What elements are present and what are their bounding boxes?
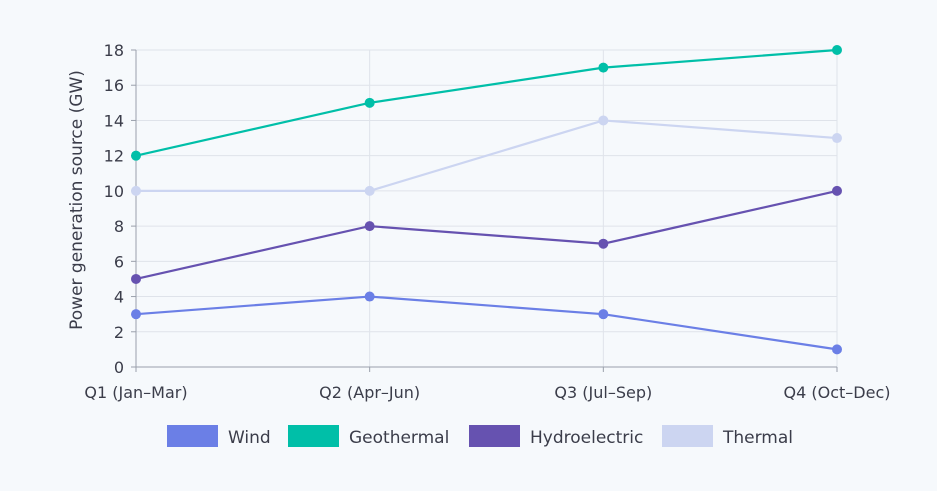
y-tick-label: 10 [104, 182, 124, 201]
data-point-wind [832, 344, 842, 355]
series-line-wind [135, 295, 838, 351]
data-point-geothermal [598, 62, 609, 73]
series-line-thermal [136, 119, 838, 192]
legend-label-wind[interactable]: Wind [228, 428, 271, 448]
data-point-geothermal [364, 97, 375, 108]
y-tick-label: 12 [104, 147, 124, 166]
legend-label-hydroelectric[interactable]: Hydroelectric [530, 428, 643, 448]
y-tick-label: 14 [104, 111, 124, 130]
y-axis-title: Power generation source (GW) [67, 70, 87, 330]
y-tick-label: 4 [114, 288, 124, 307]
y-tick-label: 18 [104, 41, 124, 60]
data-point-thermal [131, 185, 141, 196]
legend-label-geothermal[interactable]: Geothermal [349, 428, 449, 448]
y-tick-label: 6 [114, 252, 124, 271]
y-tick-label: 0 [114, 358, 124, 377]
data-point-thermal [832, 133, 842, 144]
legend-swatch-wind[interactable] [167, 425, 218, 447]
series-line-hydroelectric [135, 189, 838, 281]
data-point-hydroelectric [364, 221, 375, 232]
x-tick-label: Q3 (Jul–Sep) [554, 383, 652, 402]
x-tick-label: Q4 (Oct–Dec) [784, 383, 891, 402]
y-tick-label: 8 [114, 217, 124, 236]
legend: Wind Geothermal Hydroelectric Thermal [167, 425, 793, 448]
y-tick-label: 16 [104, 76, 124, 95]
data-point-hydroelectric [832, 185, 842, 196]
legend-swatch-thermal[interactable] [662, 425, 713, 447]
x-tick-label: Q1 (Jan–Mar) [84, 383, 187, 402]
y-tick-labels: 0 2 4 6 8 10 12 14 16 18 [104, 41, 124, 377]
x-tick-labels: Q1 (Jan–Mar) Q2 (Apr–Jun) Q3 (Jul–Sep) Q4 (… [84, 383, 890, 402]
data-point-thermal [364, 185, 375, 196]
y-tick-label: 2 [114, 323, 124, 342]
data-point-geothermal [131, 150, 141, 161]
legend-swatch-hydroelectric[interactable] [469, 425, 520, 447]
grid-lines [136, 49, 838, 367]
data-point-geothermal [832, 45, 842, 55]
axes [131, 49, 838, 372]
data-point-hydroelectric [131, 273, 141, 284]
data-point-wind [131, 309, 141, 320]
series-group [131, 45, 842, 355]
legend-swatch-geothermal[interactable] [288, 425, 339, 447]
legend-label-thermal[interactable]: Thermal [722, 428, 793, 448]
data-point-thermal [598, 115, 609, 126]
series-line-geothermal [135, 48, 838, 157]
data-point-wind [364, 291, 375, 302]
x-tick-label: Q2 (Apr–Jun) [319, 383, 420, 402]
data-point-wind [598, 309, 609, 320]
data-point-hydroelectric [598, 238, 609, 249]
